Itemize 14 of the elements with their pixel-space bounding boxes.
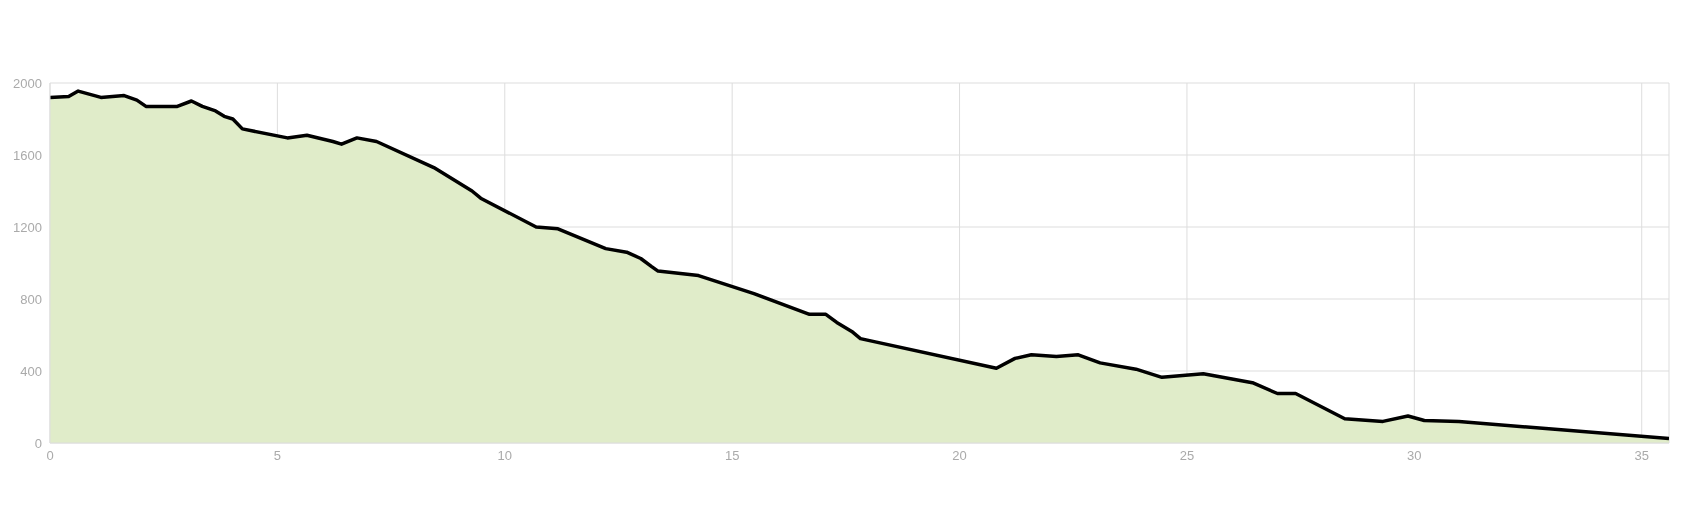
- y-tick-label: 0: [34, 435, 42, 451]
- y-tick-label: 1200: [13, 219, 42, 235]
- x-tick-label: 25: [1179, 448, 1195, 464]
- y-tick-label: 1600: [13, 147, 42, 163]
- y-tick-label: 2000: [13, 75, 42, 91]
- y-tick-label: 400: [20, 363, 42, 379]
- x-tick-label: 20: [952, 448, 967, 464]
- x-tick-label: 30: [1407, 448, 1422, 464]
- y-tick-label: 800: [20, 291, 42, 307]
- x-tick-label: 15: [724, 448, 740, 464]
- x-tick-label: 5: [273, 448, 281, 464]
- x-tick-label: 35: [1634, 448, 1649, 464]
- x-tick-label: 10: [497, 448, 513, 464]
- x-tick-label: 0: [46, 448, 54, 464]
